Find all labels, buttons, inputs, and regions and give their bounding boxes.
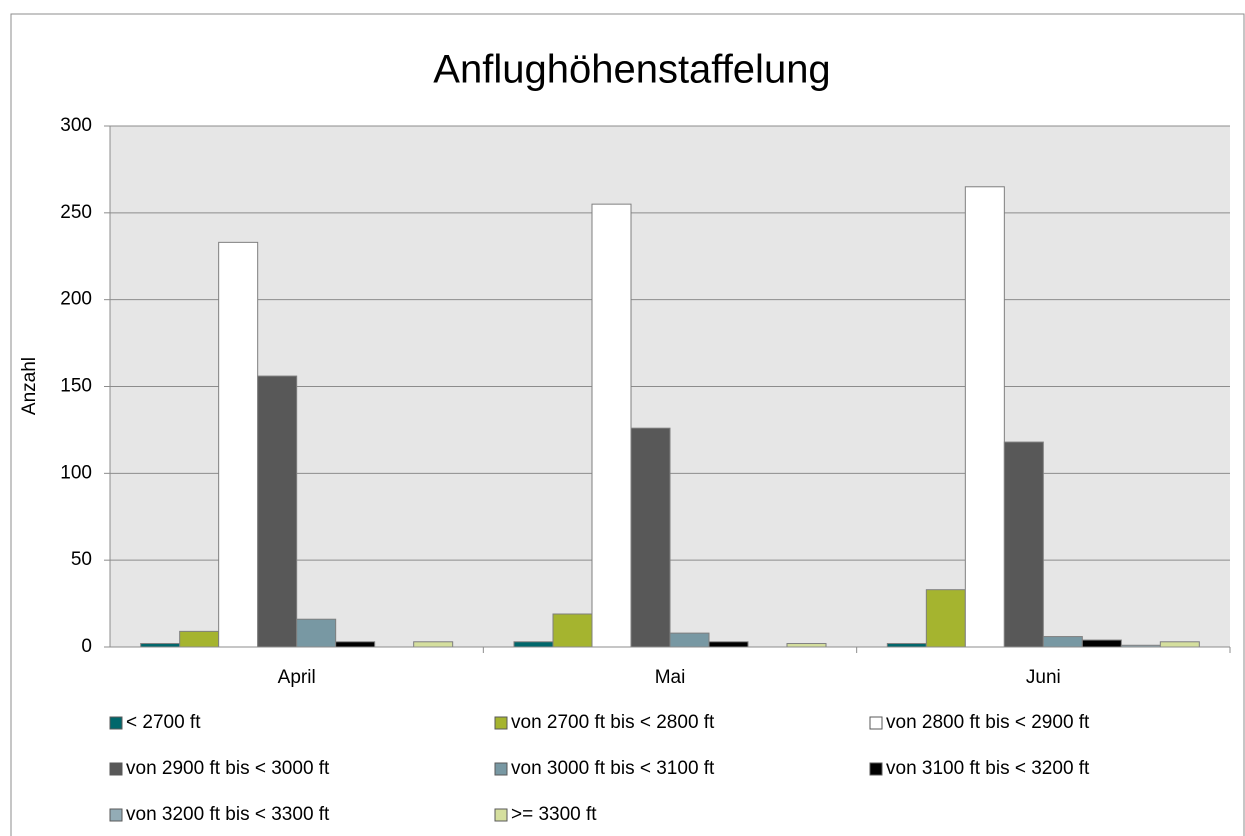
bar — [1042, 636, 1083, 648]
legend-label: von 2700 ft bis < 2800 ft — [511, 712, 715, 733]
bar — [591, 203, 632, 648]
legend-swatch — [494, 716, 508, 730]
bar — [552, 613, 593, 648]
bar — [413, 641, 454, 648]
bar — [1159, 641, 1200, 648]
chart-title: Anflughöhenstaffelung — [433, 48, 830, 92]
legend-label: < 2700 ft — [126, 712, 201, 733]
legend-label: von 3200 ft bis < 3300 ft — [126, 804, 330, 825]
legend-label: von 2800 ft bis < 2900 ft — [886, 712, 1090, 733]
bar — [925, 589, 966, 648]
y-tick-label: 100 — [60, 462, 92, 483]
legend-swatch — [869, 762, 883, 776]
bar — [335, 641, 376, 648]
bar — [886, 643, 927, 648]
bar — [964, 186, 1005, 648]
bar — [140, 643, 181, 648]
y-tick-label: 150 — [60, 376, 92, 397]
y-tick-label: 300 — [60, 115, 92, 136]
bar — [1081, 639, 1122, 648]
bar — [296, 618, 337, 648]
legend-swatch — [109, 762, 123, 776]
bar — [218, 241, 259, 648]
legend-swatch — [869, 716, 883, 730]
y-tick-label: 250 — [60, 202, 92, 223]
legend-swatch — [494, 808, 508, 822]
x-tick-label: Mai — [655, 667, 686, 688]
bar — [179, 630, 220, 648]
y-tick-label: 200 — [60, 289, 92, 310]
bar — [708, 641, 749, 648]
y-axis-label: Anzahl — [19, 357, 40, 415]
bar — [513, 641, 554, 648]
legend-swatch — [494, 762, 508, 776]
x-tick-label: Juni — [1026, 667, 1061, 688]
y-tick-label: 0 — [81, 636, 92, 657]
legend-swatch — [109, 716, 123, 730]
x-tick-label: April — [278, 667, 316, 688]
bar — [630, 427, 671, 648]
y-tick-label: 50 — [71, 549, 92, 570]
bar — [669, 632, 710, 648]
legend-label: >= 3300 ft — [511, 804, 597, 825]
legend-label: von 2900 ft bis < 3000 ft — [126, 758, 330, 779]
legend-swatch — [109, 808, 123, 822]
legend-label: von 3000 ft bis < 3100 ft — [511, 758, 715, 779]
bar — [786, 643, 827, 648]
legend-label: von 3100 ft bis < 3200 ft — [886, 758, 1090, 779]
bar — [1003, 441, 1044, 648]
bar — [257, 375, 298, 648]
